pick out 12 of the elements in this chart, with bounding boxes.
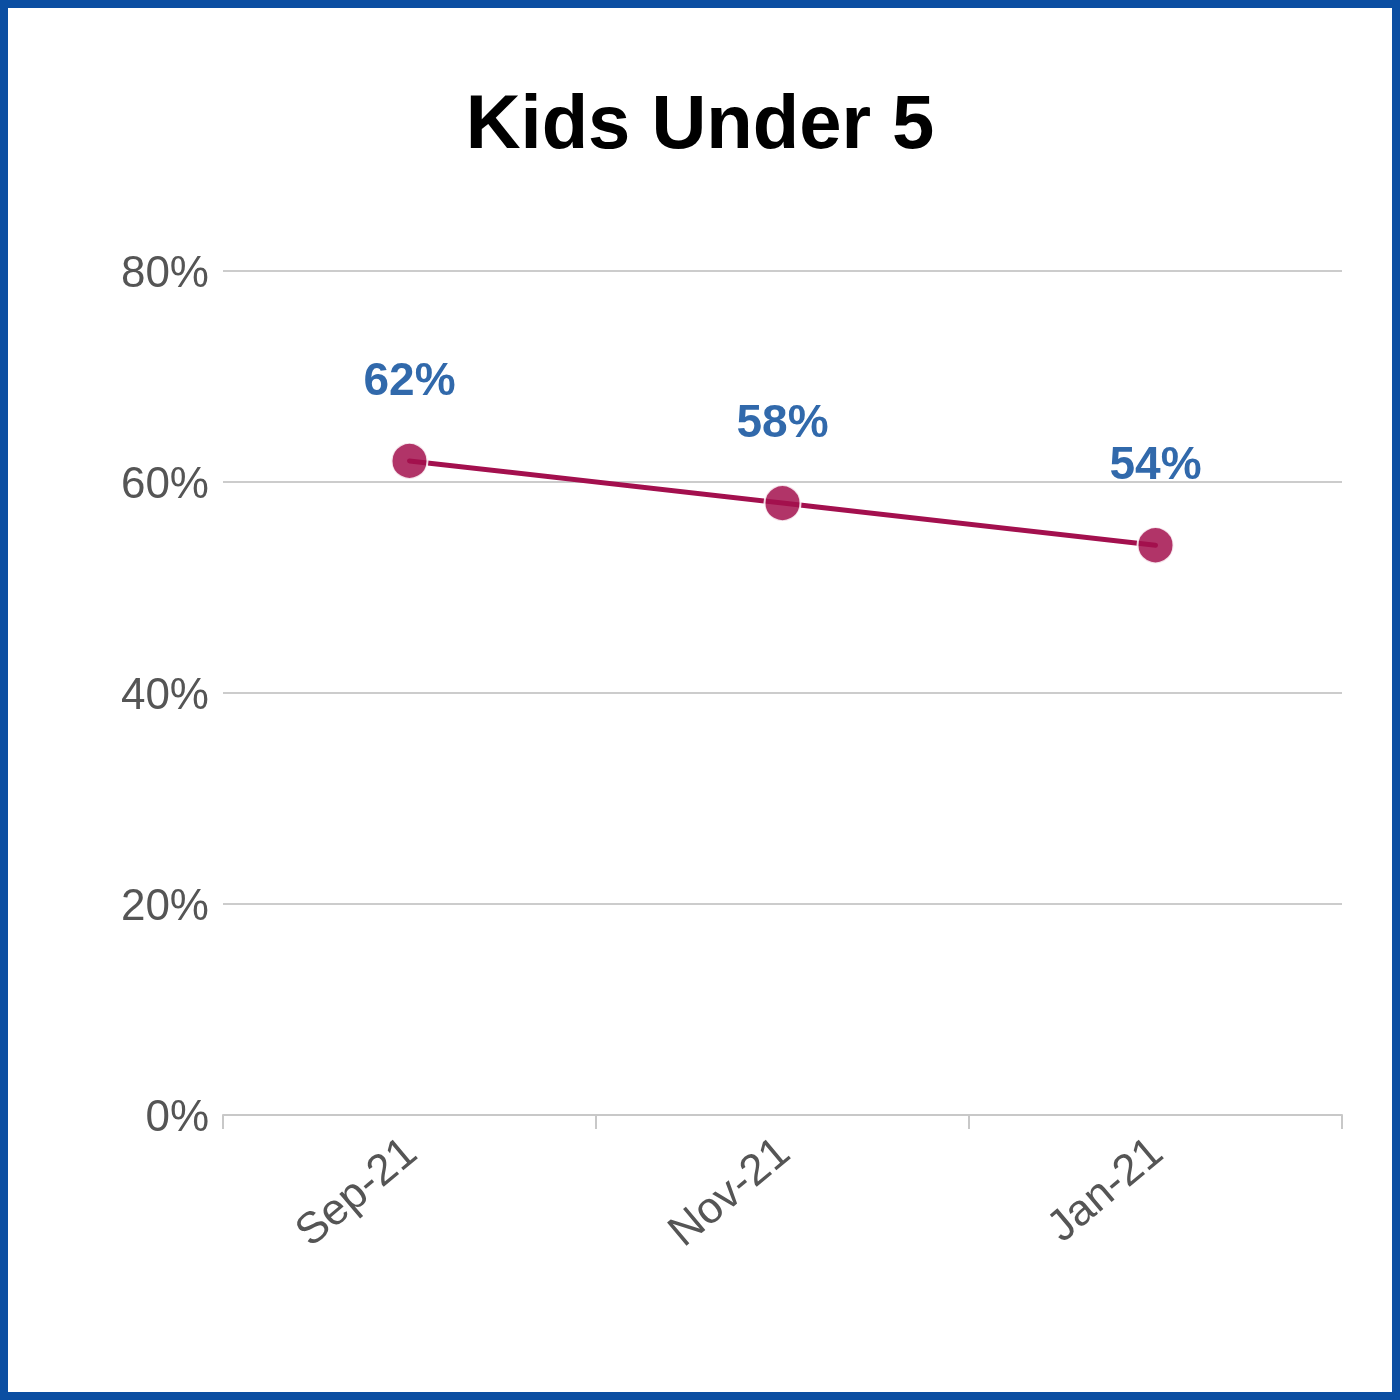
point — [1136, 526, 1175, 565]
data-label: 54% — [1109, 437, 1202, 490]
y-tick-label: 20% — [120, 879, 209, 929]
data-label: 62% — [363, 352, 456, 405]
chart-title: Kids Under 5 — [465, 78, 935, 164]
y-tick-label: 60% — [120, 457, 209, 507]
y-tick-label: 40% — [120, 668, 209, 718]
y-tick-label: 80% — [120, 246, 209, 296]
y-tick-label: 0% — [145, 1090, 209, 1140]
point — [390, 441, 429, 480]
data-label: 58% — [736, 395, 829, 448]
point — [763, 484, 802, 523]
